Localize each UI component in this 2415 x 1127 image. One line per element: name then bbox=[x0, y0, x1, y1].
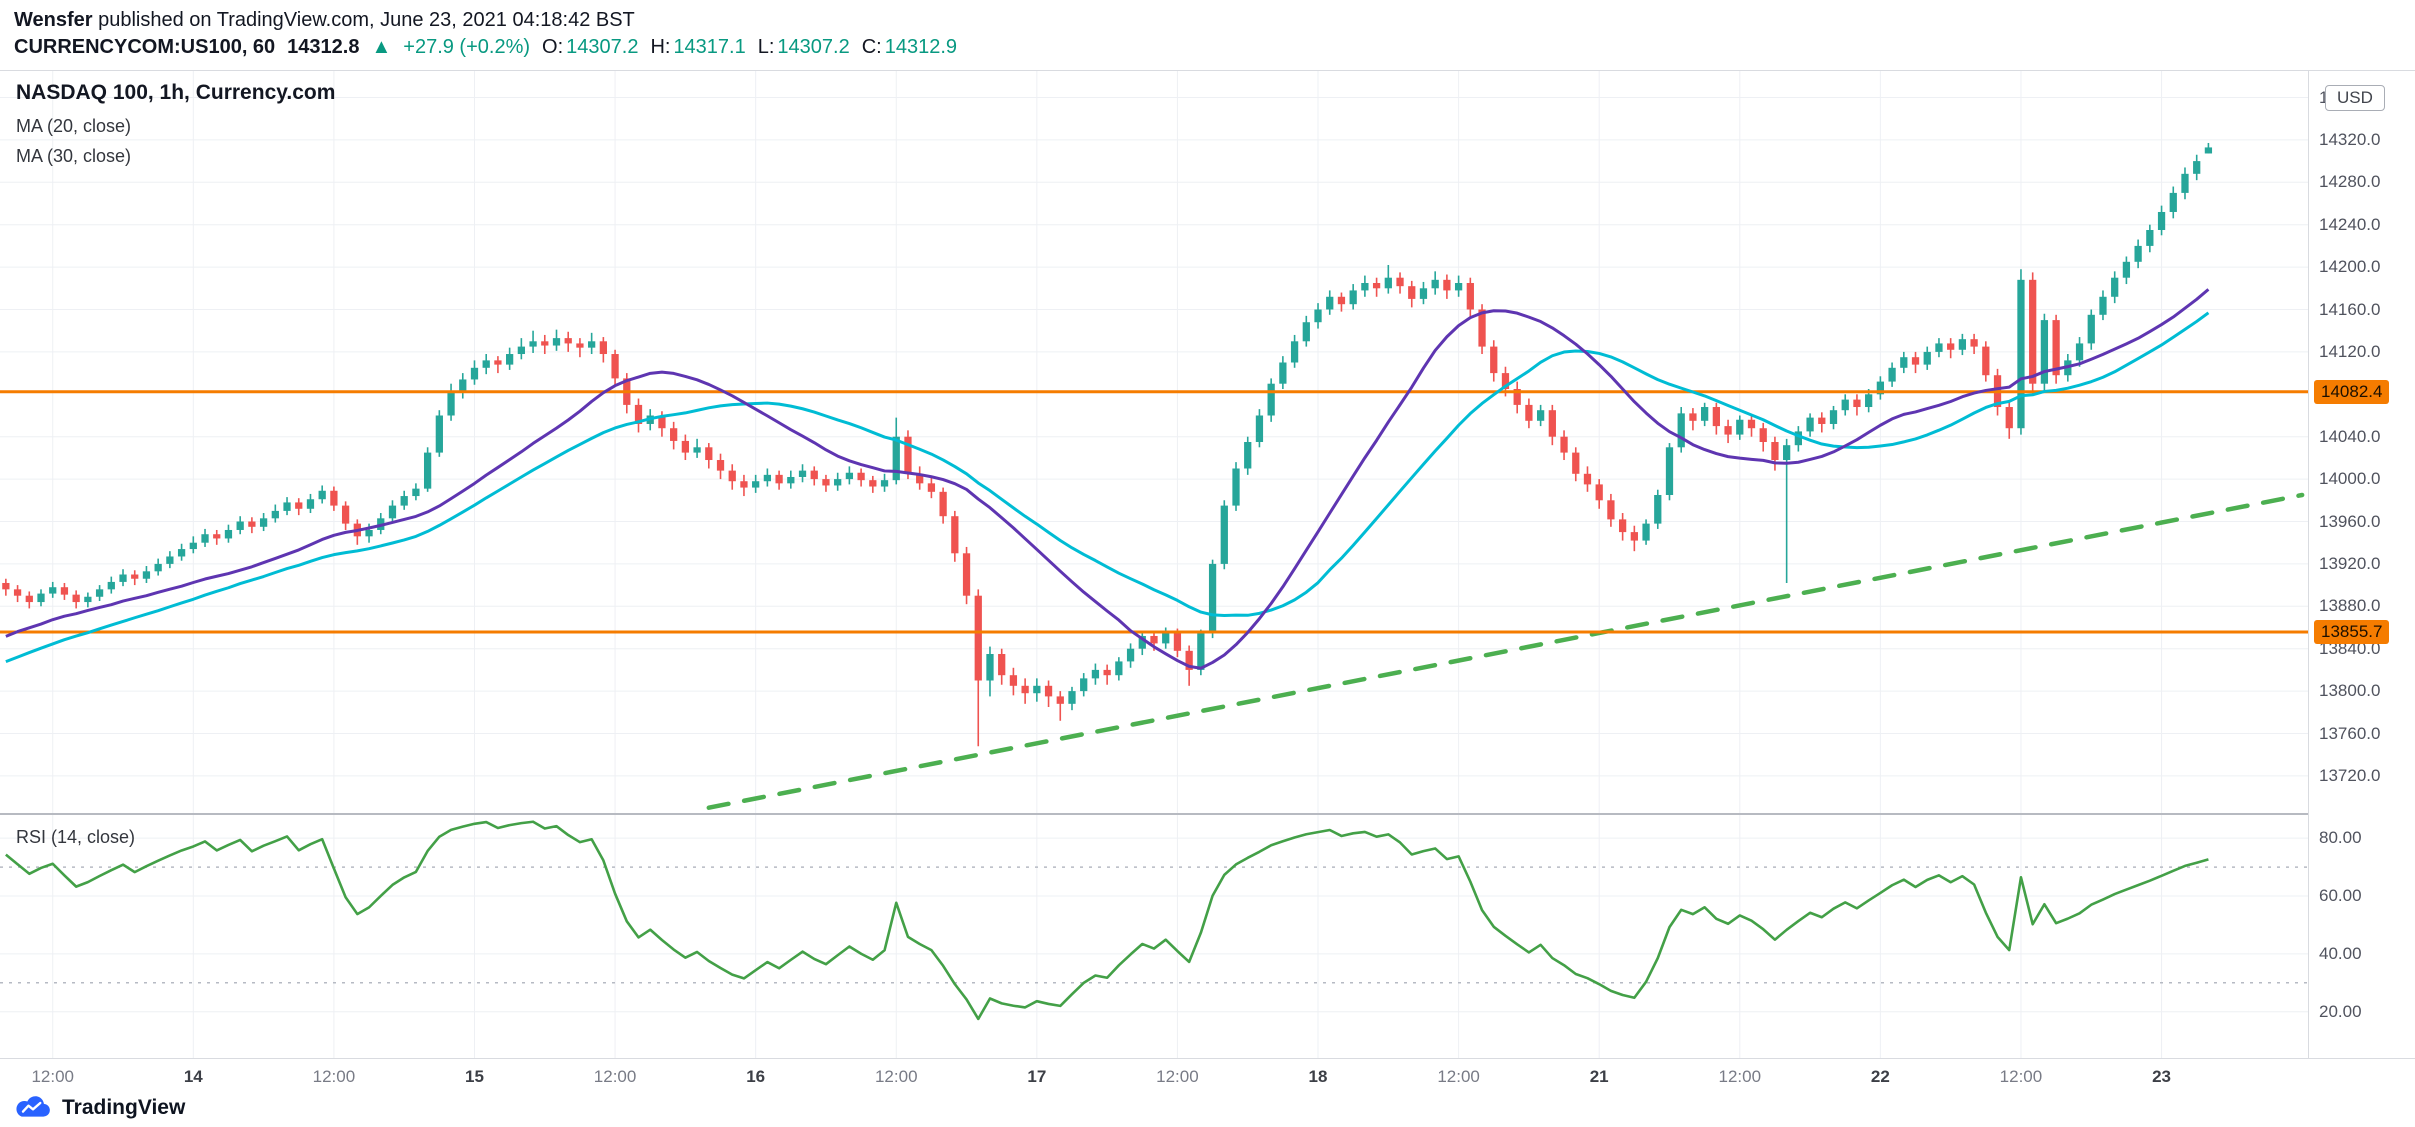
time-tick-label: 23 bbox=[2152, 1067, 2172, 1086]
open-readout: O: 14307.2 bbox=[542, 36, 638, 59]
price-tick-label: 14000.0 bbox=[2319, 469, 2381, 489]
time-tick-label: 15 bbox=[465, 1067, 484, 1086]
symbol-name: CURRENCYCOM:US100, 60 bbox=[14, 36, 276, 58]
open-value: 14307.2 bbox=[566, 36, 639, 58]
price-tick-label: 14040.0 bbox=[2319, 426, 2381, 446]
time-tick-label: 12:00 bbox=[1437, 1067, 1480, 1086]
price-tick-label: 14120.0 bbox=[2319, 341, 2381, 361]
time-tick-label: 12:00 bbox=[312, 1067, 356, 1086]
trend-line[interactable] bbox=[706, 492, 2305, 810]
chart-area[interactable]: NASDAQ 100, 1h, Currency.com MA (20, clo… bbox=[0, 70, 2415, 1093]
time-tick-label: 22 bbox=[1870, 1067, 1890, 1086]
ma20-line[interactable] bbox=[5, 288, 2210, 670]
price-tick-label: 14200.0 bbox=[2319, 257, 2381, 277]
price-axis[interactable]: 14360.014320.014280.014240.014200.014160… bbox=[2308, 71, 2415, 1058]
rsi-tick-label: 20.00 bbox=[2319, 1001, 2362, 1021]
price-change: +27.9 (+0.2%) bbox=[403, 36, 531, 58]
time-tick-label: 12:00 bbox=[1718, 1067, 1762, 1086]
close-readout: C: 14312.9 bbox=[862, 36, 957, 59]
rsi-tick-label: 60.00 bbox=[2319, 886, 2362, 905]
time-tick-label: 12:00 bbox=[874, 1067, 918, 1086]
level-price-badge: 13855.7 bbox=[2314, 620, 2390, 645]
rsi-legend[interactable]: RSI (14, close) bbox=[16, 827, 136, 847]
time-tick-label: 14 bbox=[183, 1067, 203, 1086]
close-label: C: bbox=[861, 36, 882, 58]
price-tick-label: 14320.0 bbox=[2319, 129, 2381, 149]
rsi-pane[interactable]: RSI (14, close) bbox=[0, 815, 2308, 1058]
author-name: Wensfer bbox=[14, 9, 93, 31]
rsi-line[interactable] bbox=[5, 820, 2209, 1021]
tradingview-wordmark[interactable]: TradingView bbox=[62, 1095, 186, 1119]
open-label: O: bbox=[542, 36, 564, 58]
time-tick-label: 12:00 bbox=[593, 1067, 637, 1086]
price-tick-label: 13720.0 bbox=[2319, 765, 2381, 785]
price-tick-label: 14240.0 bbox=[2319, 214, 2381, 234]
price-tick-label: 13760.0 bbox=[2319, 723, 2381, 743]
publish-text: published on TradingView.com, June 23, 2… bbox=[92, 9, 635, 31]
price-grid bbox=[0, 71, 2308, 813]
low-value: 14307.2 bbox=[777, 36, 850, 58]
price-chart-svg[interactable] bbox=[0, 71, 2308, 813]
time-tick-label: 12:00 bbox=[31, 1067, 74, 1086]
rsi-tick-label: 80.00 bbox=[2319, 828, 2362, 848]
time-axis[interactable]: 12:00 14 12:00 15 12:00 16 12:00 17 12:00 18 12:00… bbox=[0, 1058, 2415, 1093]
level-price-badge: 14082.4 bbox=[2314, 379, 2390, 404]
price-tick-label: 13920.0 bbox=[2319, 553, 2381, 573]
tradingview-logo-icon[interactable] bbox=[13, 1095, 53, 1120]
rsi-grid bbox=[0, 815, 2308, 1058]
price-tick-label: 14280.0 bbox=[2319, 172, 2381, 192]
close-value: 14312.9 bbox=[884, 36, 958, 58]
time-tick-label: 18 bbox=[1308, 1067, 1328, 1086]
high-label: H: bbox=[650, 36, 671, 58]
candles bbox=[2, 142, 2213, 747]
time-tick-label: 21 bbox=[1589, 1067, 1609, 1086]
time-tick-label: 17 bbox=[1027, 1067, 1047, 1086]
rsi-tick-label: 40.00 bbox=[2319, 943, 2362, 963]
last-price: 14312.8 bbox=[287, 36, 360, 58]
direction-up-icon: ▲ bbox=[371, 36, 392, 58]
high-readout: H: 14317.1 bbox=[650, 36, 745, 59]
time-tick-label: 16 bbox=[746, 1067, 766, 1086]
high-value: 14317.1 bbox=[673, 36, 746, 58]
price-tick-label: 13800.0 bbox=[2319, 681, 2381, 701]
rsi-chart-svg[interactable] bbox=[0, 815, 2308, 1058]
footer: TradingView bbox=[13, 1095, 185, 1120]
price-tick-label: 14160.0 bbox=[2319, 299, 2381, 319]
publish-info: Wensfer published on TradingView.com, Ju… bbox=[14, 9, 635, 32]
price-tick-label: 13960.0 bbox=[2319, 511, 2381, 531]
low-label: L: bbox=[757, 36, 775, 58]
currency-toggle[interactable]: USD bbox=[2325, 84, 2385, 111]
price-pane[interactable]: NASDAQ 100, 1h, Currency.com MA (20, clo… bbox=[0, 71, 2308, 813]
low-readout: L: 14307.2 bbox=[758, 36, 850, 59]
pane-divider[interactable] bbox=[0, 813, 2415, 815]
time-tick-label: 12:00 bbox=[1999, 1067, 2043, 1086]
time-tick-label: 12:00 bbox=[1156, 1067, 1199, 1086]
price-tick-label: 13880.0 bbox=[2319, 596, 2381, 616]
symbol-info-bar: CURRENCYCOM:US100, 60 14312.8 ▲ +27.9 (+… bbox=[14, 36, 957, 59]
